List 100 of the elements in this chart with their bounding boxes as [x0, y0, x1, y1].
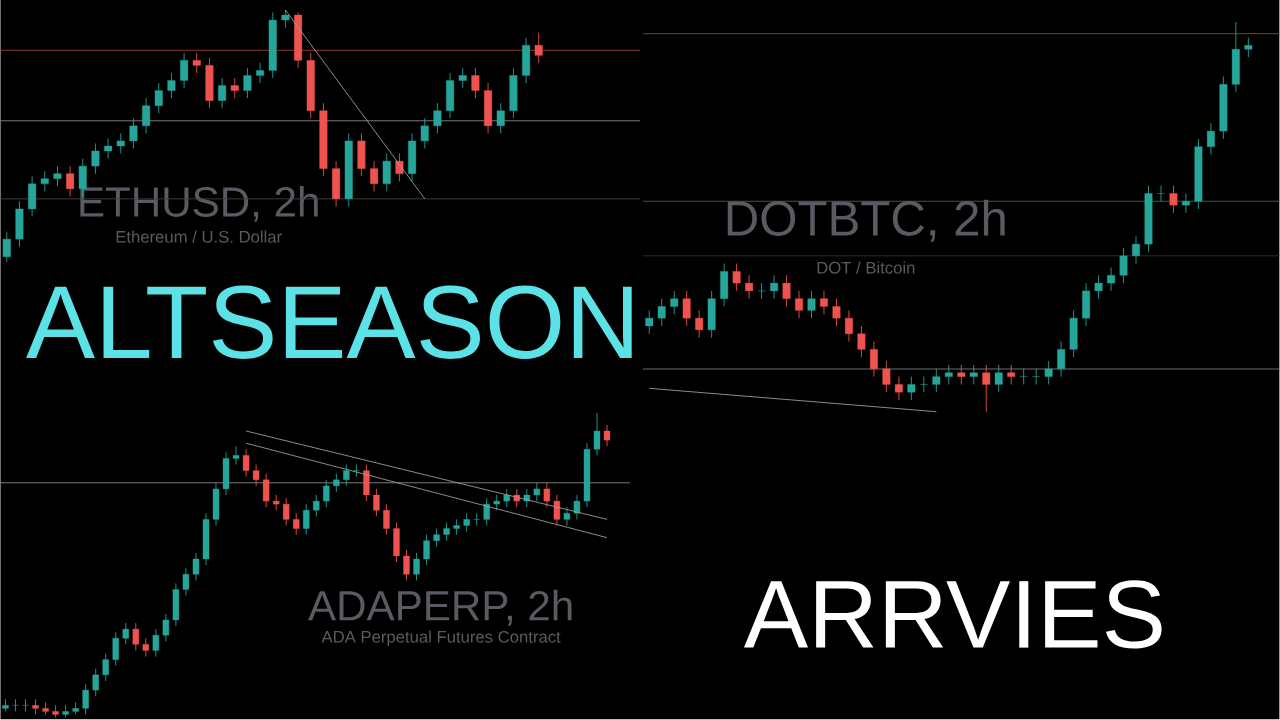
- candlestick: [695, 310, 704, 339]
- candlestick: [433, 528, 440, 548]
- candlestick: [463, 513, 470, 533]
- candlestick: [543, 482, 551, 508]
- candlestick: [1169, 185, 1178, 214]
- candlestick: [795, 290, 803, 319]
- candlestick: [2, 231, 11, 263]
- candlestick: [782, 275, 791, 308]
- candlestick: [820, 290, 828, 315]
- candlestick: [670, 290, 679, 315]
- candlestick: [603, 424, 611, 447]
- candlestick: [182, 567, 190, 597]
- candlestick: [458, 67, 467, 89]
- candlestick: [1044, 360, 1053, 386]
- candlestick: [563, 507, 571, 527]
- candlestick: [1057, 341, 1066, 378]
- candlestick: [242, 449, 250, 478]
- text: ADA Perpetual Futures Contract: [321, 630, 561, 647]
- candlestick: [682, 290, 691, 327]
- candlestick: [1007, 364, 1016, 386]
- candlestick: [1182, 193, 1190, 214]
- candlestick: [907, 376, 916, 401]
- candlestick: [932, 368, 941, 393]
- candlestick: [857, 325, 866, 358]
- candlestick: [413, 552, 420, 582]
- candlestick: [745, 275, 754, 300]
- candlestick: [420, 118, 429, 150]
- candlestick: [657, 298, 666, 327]
- candlestick: [869, 341, 878, 378]
- candlestick: [154, 82, 163, 114]
- candlestick: [403, 549, 410, 582]
- candlestick: [1119, 247, 1128, 284]
- candlestick: [994, 364, 1003, 393]
- candlestick: [252, 464, 260, 487]
- candlestick: [323, 479, 330, 508]
- candlestick: [383, 503, 390, 536]
- candlestick: [503, 488, 510, 508]
- candlestick: [91, 143, 100, 175]
- candlestick: [373, 488, 380, 518]
- candlestick: [882, 360, 891, 393]
- candlestick: [12, 699, 19, 713]
- candlestick: [66, 165, 75, 198]
- candlestick: [162, 613, 170, 642]
- candlestick: [370, 160, 379, 192]
- candlestick: [343, 464, 350, 487]
- candlestick: [982, 364, 991, 413]
- candlestick: [573, 494, 581, 521]
- candlestick: [167, 72, 176, 99]
- text: ADAPERP, 2h: [308, 590, 572, 626]
- candlestick: [593, 412, 601, 457]
- candlestick: [919, 376, 928, 393]
- candlestick: [757, 282, 766, 300]
- candlestick: [1019, 368, 1028, 386]
- candlestick: [1032, 368, 1041, 386]
- candlestick: [944, 364, 953, 386]
- candlestick: [256, 62, 265, 84]
- candlestick: [180, 52, 189, 89]
- candlestick: [333, 473, 340, 493]
- candlestick: [313, 494, 320, 518]
- candlestick: [152, 628, 160, 658]
- candlestick: [282, 497, 290, 527]
- candlestick: [1094, 275, 1103, 300]
- candlestick: [1132, 236, 1140, 265]
- candlestick: [102, 653, 109, 682]
- candlestick: [104, 138, 113, 160]
- candlestick: [894, 376, 903, 401]
- candlestick: [142, 97, 151, 135]
- candlestick: [22, 699, 29, 713]
- candlestick: [243, 67, 252, 99]
- candlestick: [40, 170, 49, 192]
- candlestick: [553, 494, 561, 527]
- candlestick: [957, 364, 966, 386]
- text: Ethereum / U.S. Dollar: [116, 230, 282, 244]
- candlestick: [423, 534, 430, 566]
- candlestick: [293, 513, 300, 536]
- candlestick: [82, 683, 89, 716]
- candlestick: [192, 552, 200, 582]
- candlestick: [129, 118, 138, 150]
- text: DOTBTC, 2h: [727, 200, 1005, 242]
- candlestick: [92, 668, 99, 697]
- candlestick: [303, 503, 310, 536]
- candlestick: [496, 102, 505, 135]
- candlestick: [218, 77, 227, 109]
- candlestick: [53, 165, 62, 187]
- candlestick: [533, 482, 541, 502]
- candlestick: [230, 77, 239, 99]
- candlestick: [453, 519, 460, 536]
- candlestick: [262, 473, 270, 508]
- candlestick: [845, 310, 853, 343]
- text: ARRVIES: [743, 580, 1162, 649]
- candlestick: [192, 52, 201, 74]
- candlestick: [116, 133, 125, 155]
- candlestick: [770, 275, 778, 300]
- text: DOT / Bitcoin: [817, 261, 915, 274]
- candlestick: [1107, 267, 1115, 292]
- candlestick: [112, 631, 119, 667]
- candlestick: [443, 522, 450, 542]
- candlestick: [1157, 185, 1165, 202]
- candlestick: [473, 513, 480, 527]
- candlestick: [969, 364, 978, 386]
